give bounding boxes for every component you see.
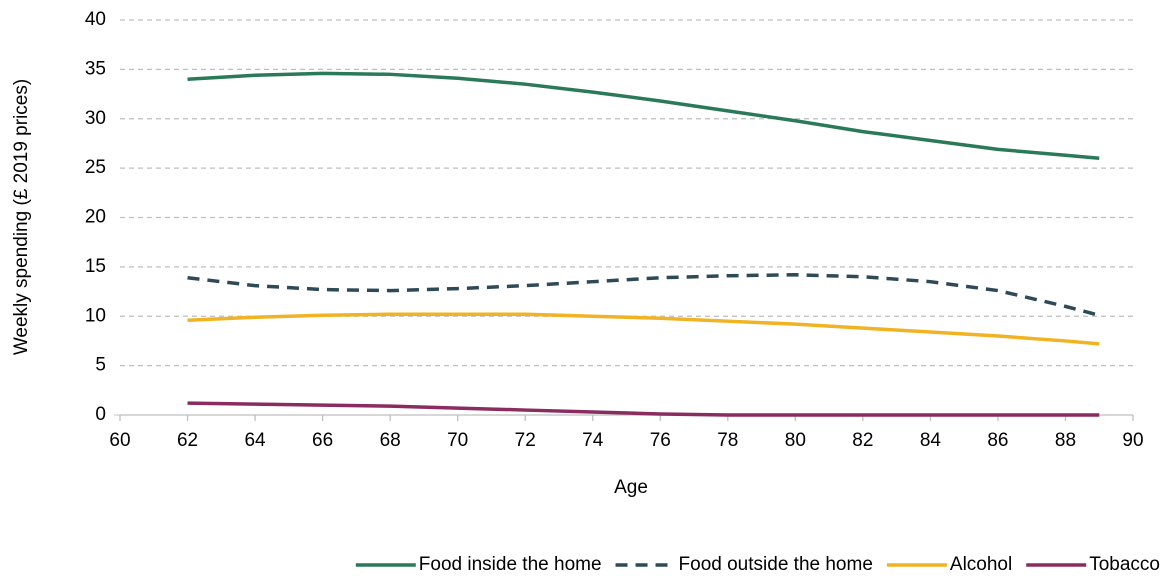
y-tick-label: 10: [85, 305, 106, 326]
x-tick-label: 70: [447, 430, 468, 451]
y-tick-label: 30: [85, 108, 106, 129]
legend-label: Food inside the home: [419, 554, 602, 575]
x-tick-label: 60: [109, 430, 130, 451]
y-tick-label: 5: [95, 355, 106, 376]
x-tick-label: 68: [380, 430, 401, 451]
x-tick-label: 76: [650, 430, 671, 451]
x-tick-label: 78: [717, 430, 738, 451]
x-tick-label: 84: [920, 430, 942, 451]
series-line: [187, 401, 1100, 417]
legend-label: Food outside the home: [679, 554, 873, 575]
y-tick-label: 20: [85, 207, 106, 228]
y-tick-label: 35: [85, 58, 106, 79]
x-tick-label: 62: [177, 430, 198, 451]
x-tick-label: 82: [852, 430, 873, 451]
x-tick-label: 72: [515, 430, 536, 451]
x-tick-label: 74: [582, 430, 604, 451]
x-tick-label: 66: [312, 430, 333, 451]
y-axis-label: Weekly spending (£ 2019 prices): [11, 79, 32, 355]
x-tick-label: 90: [1122, 430, 1143, 451]
x-tick-label: 64: [244, 430, 266, 451]
legend-label: Tobacco: [1089, 554, 1160, 575]
series-line: [187, 71, 1100, 160]
x-tick-label: 88: [1055, 430, 1076, 451]
y-tick-label: 40: [85, 9, 106, 30]
legend-label: Alcohol: [950, 554, 1012, 575]
x-axis-label: Age: [614, 477, 648, 498]
y-tick-label: 0: [95, 404, 106, 425]
x-tick-label: 86: [987, 430, 1008, 451]
y-tick-label: 25: [85, 157, 106, 178]
x-tick-label: 80: [785, 430, 806, 451]
series-line: [187, 312, 1100, 346]
y-tick-label: 15: [85, 256, 106, 277]
series-line: [187, 273, 1100, 317]
